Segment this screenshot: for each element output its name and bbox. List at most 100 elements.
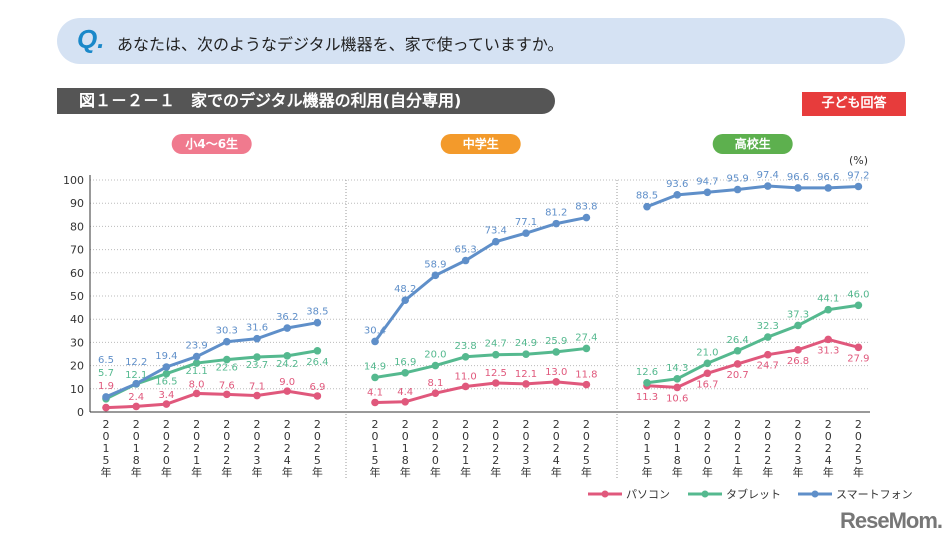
y-tick-label: 90 <box>70 197 84 210</box>
group-label: 中学生 <box>463 136 499 151</box>
data-label: 13.0 <box>545 367 567 378</box>
data-label: 8.1 <box>427 378 443 389</box>
data-label: 26.4 <box>726 335 748 346</box>
data-point <box>431 271 440 280</box>
y-tick-label: 10 <box>70 383 84 396</box>
data-point <box>192 389 201 398</box>
x-tick-label: 2 <box>825 418 832 431</box>
x-tick-label: 4 <box>825 454 832 467</box>
legend-label: スマートフォン <box>836 488 913 501</box>
data-label: 48.2 <box>394 284 416 295</box>
data-label: 27.4 <box>575 332 597 343</box>
data-label: 7.1 <box>249 382 265 393</box>
data-label: 19.4 <box>155 351 177 362</box>
data-point <box>733 185 742 194</box>
x-tick-label: 0 <box>553 430 560 443</box>
data-label: 38.5 <box>306 307 328 318</box>
x-tick-label: 0 <box>254 430 261 443</box>
question-text: あなたは、次のようなデジタル機器を、家で使っていますか。 <box>117 35 564 54</box>
data-label: 23.8 <box>454 341 476 352</box>
x-tick-label: 年 <box>642 465 653 479</box>
series-line-スマートフォン <box>105 321 318 399</box>
data-point <box>431 361 440 370</box>
data-label: 7.6 <box>219 380 235 391</box>
data-point <box>764 182 772 190</box>
data-point <box>492 237 500 246</box>
data-point <box>643 378 651 387</box>
data-point <box>733 346 742 355</box>
x-tick-label: 2 <box>163 418 170 431</box>
data-point <box>582 380 591 389</box>
x-tick-label: 1 <box>734 454 741 467</box>
data-label: 36.2 <box>276 312 298 323</box>
x-tick-label: 1 <box>133 442 140 455</box>
x-tick-label: 2 <box>254 418 261 431</box>
data-label: 65.3 <box>454 245 476 256</box>
x-tick-label: 年 <box>191 465 202 479</box>
x-tick-label: 年 <box>551 465 562 479</box>
data-point <box>223 355 231 364</box>
data-point <box>132 379 140 388</box>
data-point <box>192 352 201 361</box>
data-label: 12.1 <box>515 369 537 380</box>
x-tick-label: 2 <box>855 442 862 455</box>
x-tick-label: 0 <box>314 430 321 443</box>
data-label: 24.7 <box>485 339 507 350</box>
x-tick-label: 2 <box>402 418 409 431</box>
x-tick-label: 年 <box>312 465 323 479</box>
x-tick-label: 0 <box>432 454 439 467</box>
x-tick-label: 1 <box>462 454 469 467</box>
x-tick-label: 2 <box>254 442 261 455</box>
x-tick-label: 8 <box>402 454 409 467</box>
data-point <box>854 343 863 352</box>
data-label: 21.0 <box>696 347 718 358</box>
data-point <box>492 350 500 359</box>
x-tick-label: 2 <box>764 454 771 467</box>
x-tick-label: 2 <box>492 454 499 467</box>
x-tick-label: 0 <box>734 430 741 443</box>
x-tick-label: 0 <box>674 430 681 443</box>
x-tick-label: 2 <box>674 418 681 431</box>
data-point <box>313 346 322 355</box>
data-point <box>102 393 110 401</box>
x-tick-label: 2 <box>432 418 439 431</box>
data-label: 30.3 <box>216 326 238 337</box>
data-point <box>703 359 712 368</box>
data-point <box>552 219 560 228</box>
series-line-スマートフォン <box>373 216 587 343</box>
data-label: 77.1 <box>515 217 537 228</box>
x-tick-label: 年 <box>702 465 713 479</box>
x-tick-label: 8 <box>133 454 140 467</box>
x-tick-label: 年 <box>221 465 232 479</box>
x-tick-label: 0 <box>644 430 651 443</box>
data-point <box>253 334 261 343</box>
data-point <box>824 305 832 314</box>
data-point <box>794 346 802 354</box>
y-tick-label: 20 <box>70 360 84 373</box>
data-point <box>643 202 651 211</box>
x-tick-label: 2 <box>644 418 651 431</box>
x-tick-label: 年 <box>672 465 683 479</box>
x-tick-label: 2 <box>223 442 230 455</box>
y-tick-label: 40 <box>70 313 84 326</box>
data-point <box>162 369 171 378</box>
data-point <box>283 387 292 395</box>
data-label: 12.1 <box>125 370 147 381</box>
x-tick-label: 2 <box>523 418 530 431</box>
x-tick-label: 2 <box>492 418 499 431</box>
x-tick-label: 2 <box>223 418 230 431</box>
data-label: 26.4 <box>306 357 328 368</box>
y-tick-label: 60 <box>70 267 84 280</box>
data-point <box>522 350 530 359</box>
legend-marker <box>601 490 609 498</box>
data-label: 12.5 <box>485 368 507 379</box>
x-tick-label: 2 <box>553 442 560 455</box>
x-tick-label: 2 <box>704 442 711 455</box>
data-label: 46.0 <box>847 289 869 300</box>
data-label: 23.9 <box>185 341 207 352</box>
x-tick-label: 4 <box>553 454 560 467</box>
x-tick-label: 0 <box>223 430 230 443</box>
data-label: 4.4 <box>397 387 413 398</box>
resemom-logo: ReseMom. <box>840 508 943 533</box>
